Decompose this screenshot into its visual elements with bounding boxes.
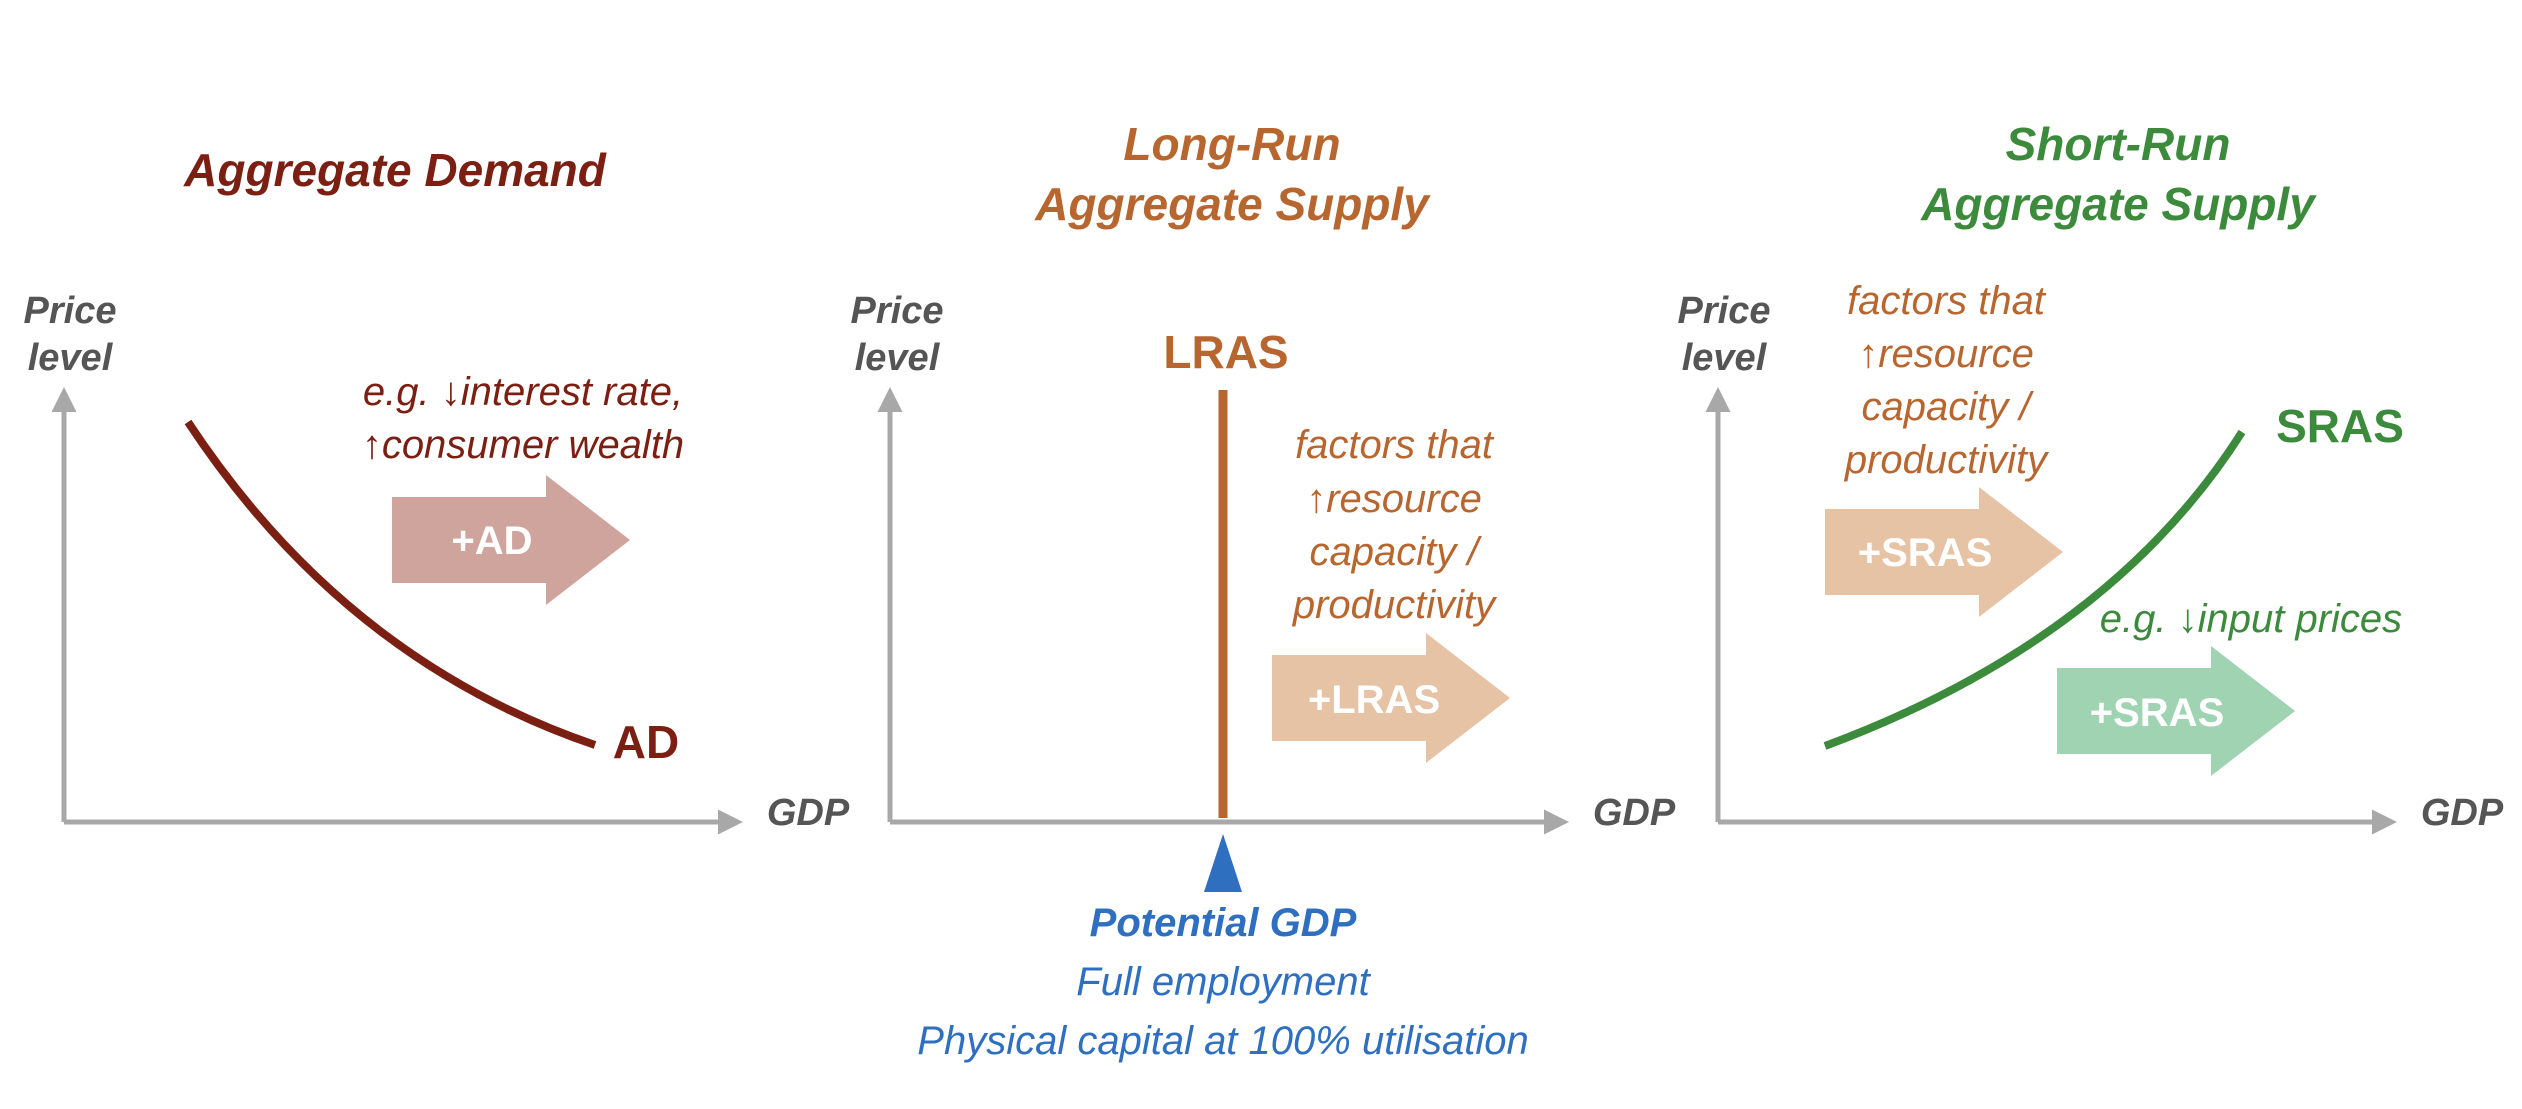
sras-shift-arrow-factors — [1825, 487, 2063, 617]
ad-shift-arrow-label: +AD — [451, 519, 532, 563]
sras-note2: e.g. ↓input prices — [2100, 597, 2402, 641]
lras-curve-label: LRAS — [1163, 326, 1288, 378]
lras-shift-arrow-label: +LRAS — [1308, 678, 1440, 722]
ad-note-line1: e.g. ↓interest rate, — [363, 370, 683, 414]
lras-title-line1: Long-Run — [1123, 118, 1340, 170]
lras-panel: Long-Run Aggregate Supply Price level GD… — [851, 118, 1676, 1063]
lras-note-line1: factors that — [1295, 423, 1495, 467]
lras-shift-arrow — [1272, 633, 1510, 763]
sras-shift-arrow-factors-label: +SRAS — [1858, 531, 1993, 575]
sras-panel: Short-Run Aggregate Supply Price level G… — [1678, 118, 2504, 835]
ad-x-axis-label: GDP — [767, 792, 850, 834]
sras-note-line2: ↑resource — [1858, 332, 2034, 376]
sras-x-axis-label: GDP — [2421, 792, 2504, 834]
potential-gdp-line1: Full employment — [1076, 960, 1371, 1004]
sras-note-line4: productivity — [1844, 438, 2050, 482]
sras-y-axis-label-level: level — [1682, 337, 1768, 379]
sras-y-axis-label-price: Price — [1678, 290, 1771, 332]
ad-note-line2: ↑consumer wealth — [362, 423, 684, 467]
ad-y-axis-label-level: level — [28, 337, 114, 379]
ad-shift-arrow — [392, 475, 630, 605]
ad-curve-label: AD — [613, 716, 679, 768]
sras-title-line1: Short-Run — [2006, 118, 2231, 170]
ad-panel: Aggregate Demand Price level GDP AD e.g.… — [24, 144, 850, 835]
ad-title: Aggregate Demand — [183, 144, 607, 196]
ad-y-axis-label-price: Price — [24, 290, 117, 332]
sras-note-line3: capacity / — [1862, 385, 2035, 429]
sras-curve-label: SRAS — [2276, 400, 2404, 452]
potential-gdp-line2: Physical capital at 100% utilisation — [917, 1019, 1528, 1063]
lras-x-axis-label: GDP — [1593, 792, 1676, 834]
potential-gdp-title: Potential GDP — [1090, 901, 1357, 945]
sras-note-line1: factors that — [1847, 279, 2047, 323]
lras-note-line2: ↑resource — [1306, 477, 1482, 521]
potential-gdp-marker — [1204, 834, 1242, 892]
sras-shift-arrow-input-prices — [2057, 646, 2295, 776]
lras-y-axis-label-price: Price — [851, 290, 944, 332]
sras-title-line2: Aggregate Supply — [1920, 178, 2317, 230]
lras-note-line4: productivity — [1292, 583, 1498, 627]
sras-curve — [1823, 429, 2246, 750]
sras-shift-arrow-input-prices-label: +SRAS — [2090, 691, 2225, 735]
lras-title-line2: Aggregate Supply — [1034, 178, 1431, 230]
lras-y-axis-label-level: level — [855, 337, 941, 379]
lras-note-line3: capacity / — [1310, 530, 1483, 574]
ad-curve — [184, 419, 597, 749]
